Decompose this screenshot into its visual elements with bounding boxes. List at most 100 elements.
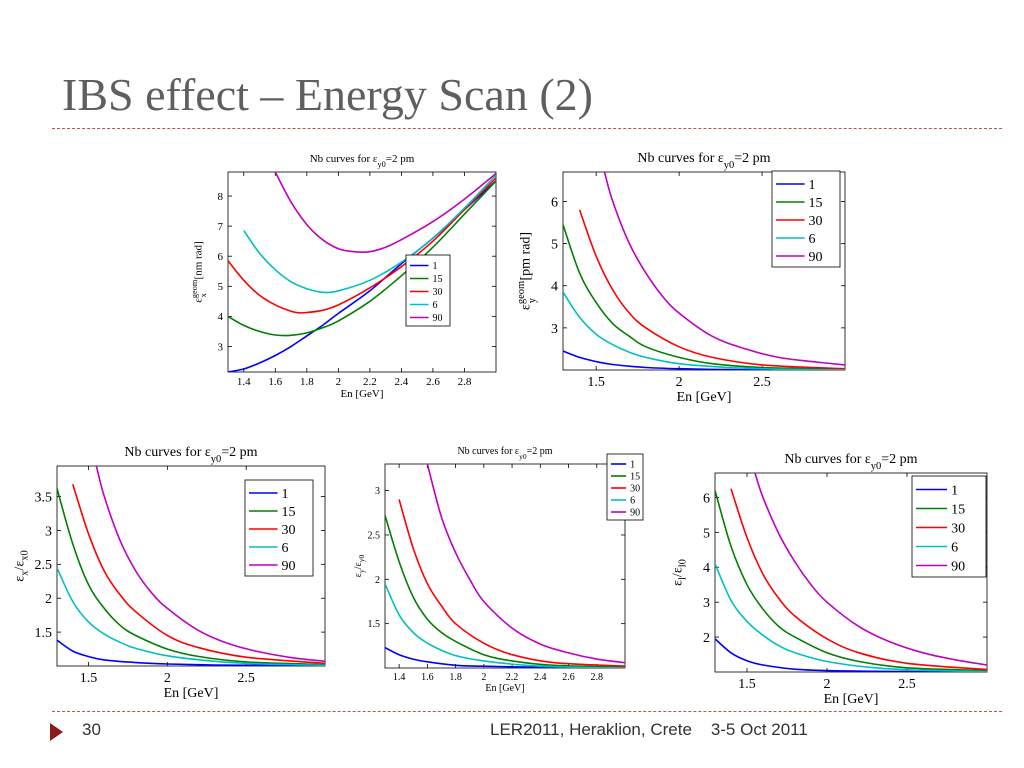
y-axis-label: εgeomx [nm rad] [190, 241, 208, 302]
x-tick-label: 1.5 [80, 671, 98, 686]
chart-ratio-y: Nb curves for εy0=2 pm 1.4 1.6 1.8 2 2.2 2.4 2.… [353, 446, 644, 694]
series-line-15 [57, 488, 325, 666]
x-tick-label: 1.8 [449, 672, 462, 683]
series-line-1 [385, 646, 625, 668]
y-tick-label: 3 [375, 486, 380, 497]
x-tick-label: 2 [481, 672, 486, 683]
x-tick-label: 2.5 [753, 375, 771, 390]
y-tick-label: 1.5 [368, 619, 381, 630]
legend-label: 30 [951, 521, 965, 536]
x-tick-label: 1.5 [738, 677, 756, 692]
x-tick-label: 2 [824, 677, 831, 692]
x-tick-label: 2.5 [237, 671, 255, 686]
series-line-15 [385, 515, 625, 668]
y-tick-label: 4 [703, 561, 710, 576]
series-group [385, 464, 625, 668]
y-tick-label: 6 [551, 195, 558, 210]
legend-label: 6 [282, 541, 289, 556]
x-tick-label: 2.6 [562, 672, 575, 683]
chart-emittance-y: Nb curves for εy0=2 pm 1.5 2 2.5 3 4 5 6 En [GeV… [516, 151, 846, 405]
y-tick-label: 3.5 [35, 490, 53, 505]
legend-box [405, 254, 451, 327]
footer-info: LER2011, Heraklion, Crete 3-5 Oct 2011 [490, 720, 808, 740]
series-line-90 [603, 172, 845, 366]
plot-frame [384, 463, 626, 669]
series-line-90 [426, 464, 625, 664]
series-line-30 [228, 177, 496, 314]
legend-label: 1 [809, 178, 816, 193]
legend-box [244, 479, 314, 577]
footer-conference: LER2011, Heraklion, Crete [490, 720, 692, 739]
series-group [715, 473, 987, 672]
x-tick-label: 2 [164, 671, 171, 686]
y-tick-label: 3 [218, 341, 224, 353]
y-tick-label: 1.5 [35, 626, 53, 641]
x-tick-label: 2.8 [591, 672, 604, 683]
series-group [563, 172, 845, 370]
x-tick-label: 2.2 [506, 672, 519, 683]
series-line-15 [715, 490, 987, 672]
legend-label: 30 [630, 484, 640, 495]
legend-label: 15 [282, 505, 296, 520]
x-tick-label: 2.8 [458, 376, 472, 388]
y-tick-label: 8 [218, 191, 224, 203]
y-tick-label: 5 [218, 281, 224, 293]
y-tick-label: 4 [218, 311, 224, 323]
y-tick-label: 6 [218, 251, 224, 263]
chart-title: Nb curves for εy0=2 pm [637, 151, 770, 171]
y-tick-label: 2.5 [35, 558, 53, 573]
y-tick-label: 6 [703, 491, 710, 506]
series-line-1 [57, 639, 325, 666]
x-tick-label: 1.8 [300, 376, 314, 388]
y-tick-label: 4 [551, 280, 558, 295]
series-line-1 [715, 638, 987, 672]
legend-label: 6 [432, 300, 437, 311]
series-line-6 [563, 291, 845, 370]
plot-frame [227, 171, 497, 373]
y-axis-label: εl/εl0 [670, 559, 688, 586]
legend-label: 1 [630, 460, 635, 471]
x-tick-label: 2.2 [363, 376, 377, 388]
x-axis-label: En [GeV] [677, 390, 732, 405]
x-tick-label: 1.4 [237, 376, 251, 388]
x-axis-label: En [GeV] [485, 683, 524, 694]
legend-label: 6 [809, 232, 816, 247]
footer-date: 3-5 Oct 2011 [710, 720, 808, 739]
x-tick-label: 2.5 [898, 677, 916, 692]
chart-title: Nb curves for εy0=2 pm [124, 445, 257, 465]
y-tick-label: 3 [551, 322, 558, 337]
legend-label: 90 [809, 250, 823, 265]
x-tick-label: 1.6 [268, 376, 282, 388]
y-tick-label: 7 [218, 221, 224, 233]
series-line-30 [72, 484, 325, 665]
y-tick-label: 3 [703, 596, 710, 611]
series-line-90 [274, 172, 496, 253]
legend-label: 6 [630, 496, 635, 507]
series-group [57, 466, 325, 666]
chart-emittance-x: Nb curves for εy0=2 pm 1.4 1.6 1.8 2 2.2 2.4 2.… [190, 153, 497, 400]
x-tick-label: 1.4 [393, 672, 406, 683]
series-line-90 [95, 466, 325, 663]
y-tick-label: 2 [703, 631, 710, 646]
legend-label: 15 [951, 502, 965, 517]
series-line-15 [228, 180, 496, 337]
x-axis-label: En [GeV] [164, 686, 219, 701]
title-divider [52, 128, 1002, 129]
x-tick-label: 2.6 [426, 376, 440, 388]
legend-label: 90 [951, 559, 965, 574]
series-line-30 [398, 499, 625, 667]
series-line-6 [57, 567, 325, 666]
legend-box [606, 453, 644, 521]
legend-label: 15 [630, 472, 640, 483]
legend-label: 1 [282, 487, 289, 502]
legend-label: 30 [432, 287, 442, 298]
x-axis-label: En [GeV] [824, 692, 879, 707]
legend-label: 30 [809, 214, 823, 229]
x-axis-label: En [GeV] [340, 388, 383, 400]
series-line-6 [385, 583, 625, 668]
series-line-90 [754, 473, 987, 666]
x-tick-label: 2.4 [534, 672, 547, 683]
series-group [228, 172, 496, 372]
x-tick-label: 1.5 [587, 375, 605, 390]
legend-label: 90 [282, 559, 296, 574]
